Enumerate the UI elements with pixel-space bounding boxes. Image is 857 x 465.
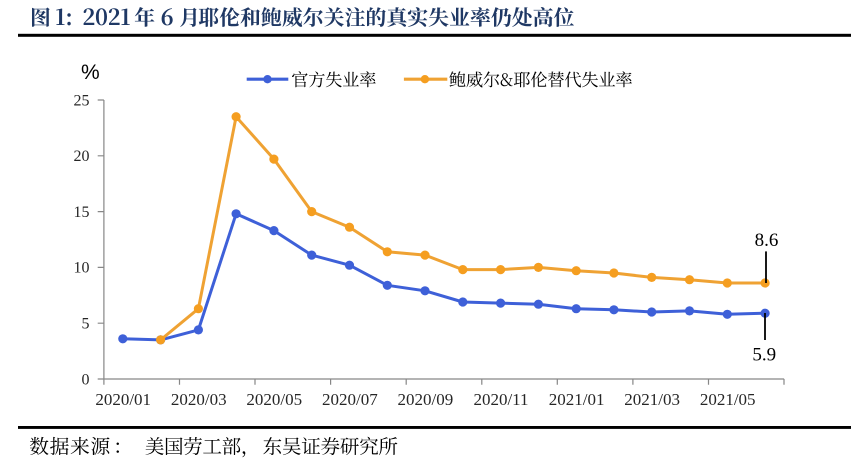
- svg-text:0: 0: [82, 371, 90, 388]
- svg-text:2021/05: 2021/05: [700, 390, 756, 409]
- svg-text:2021/03: 2021/03: [624, 390, 680, 409]
- svg-text:20: 20: [74, 148, 90, 165]
- svg-text:2020/05: 2020/05: [246, 390, 302, 409]
- svg-text:5.9: 5.9: [752, 345, 776, 366]
- svg-text:25: 25: [74, 92, 90, 109]
- svg-text:15: 15: [74, 204, 90, 221]
- svg-text:2020/01: 2020/01: [95, 390, 151, 409]
- svg-text:2020/03: 2020/03: [171, 390, 227, 409]
- svg-text:2020/07: 2020/07: [322, 390, 378, 409]
- svg-text:2020/09: 2020/09: [398, 390, 454, 409]
- svg-text:2020/11: 2020/11: [473, 390, 528, 409]
- svg-text:8.6: 8.6: [755, 230, 779, 251]
- svg-text:10: 10: [74, 260, 90, 277]
- svg-text:2021/01: 2021/01: [549, 390, 605, 409]
- svg-text:5: 5: [82, 316, 90, 333]
- svg-text:%: %: [81, 61, 100, 84]
